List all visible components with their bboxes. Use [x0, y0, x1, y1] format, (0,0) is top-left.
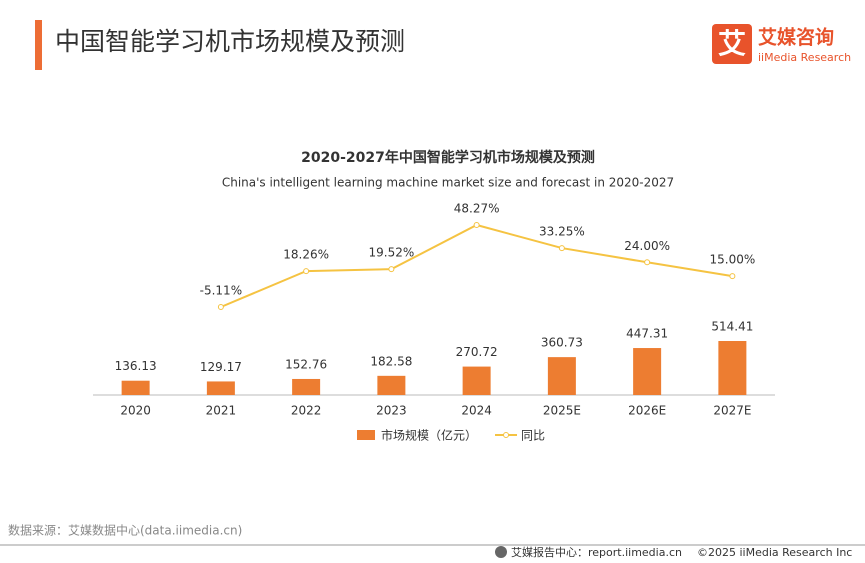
x-tick-label: 2020 — [120, 404, 151, 418]
bar — [633, 348, 662, 395]
footer-report: 艾媒报告中心：report.iimedia.cn — [511, 545, 682, 559]
line-label: 15.00% — [709, 253, 755, 267]
chart-title: 2020-2027年中国智能学习机市场规模及预测 — [301, 149, 595, 166]
logo-name: 艾媒咨询 — [758, 26, 834, 49]
line-point — [473, 222, 480, 228]
x-tick-label: 2023 — [376, 404, 407, 418]
x-tick-label: 2026E — [628, 404, 666, 418]
bar-label: 182.58 — [370, 354, 412, 368]
line-label: 24.00% — [624, 239, 670, 253]
bar-label: 129.17 — [200, 360, 242, 374]
line — [220, 223, 733, 308]
bar-label: 270.72 — [456, 345, 498, 359]
line-label: -5.11% — [200, 284, 242, 298]
bar-label: 360.73 — [541, 336, 583, 350]
bar-label: 152.76 — [285, 357, 327, 371]
line-point — [303, 268, 310, 275]
line-point — [388, 266, 395, 273]
bar — [121, 380, 150, 395]
line-label: 19.52% — [368, 246, 414, 260]
line-point — [729, 273, 736, 280]
logo-icon — [712, 24, 752, 64]
logo-icon-text: 艾 — [718, 27, 746, 60]
bar-label: 136.13 — [115, 359, 157, 373]
bar — [292, 378, 321, 395]
chart-subtitle: China's intelligent learning machine mar… — [222, 176, 674, 190]
source: 数据来源：艾媒数据中心(data.iimedia.cn) — [8, 523, 242, 538]
line-label: 33.25% — [539, 225, 585, 239]
x-tick-label: 2025E — [543, 404, 581, 418]
x-tick-label: 2021 — [206, 404, 237, 418]
x-tick-label: 2027E — [713, 404, 751, 418]
line-label: 48.27% — [454, 202, 500, 216]
bar-label: 514.41 — [711, 320, 753, 334]
bar — [377, 375, 406, 395]
legend-label: 同比 — [521, 429, 545, 443]
bar — [206, 381, 235, 395]
page-title: 中国智能学习机市场规模及预测 — [55, 27, 405, 56]
logo-sub: iiMedia Research — [758, 51, 851, 64]
bar-label: 447.31 — [626, 327, 668, 341]
x-tick-label: 2022 — [291, 404, 322, 418]
bar — [547, 357, 576, 395]
bar — [462, 366, 491, 395]
footer-copyright: ©2025 iiMedia Research Inc — [697, 546, 852, 559]
line-label: 18.26% — [283, 248, 329, 262]
footer-icon — [495, 546, 507, 558]
legend-swatch — [357, 430, 375, 440]
line-point — [217, 304, 224, 310]
legend-label: 市场规模（亿元） — [381, 428, 477, 443]
line-point — [644, 259, 651, 266]
title-accent — [35, 20, 42, 70]
bar — [718, 341, 747, 395]
line-point — [558, 245, 565, 252]
x-tick-label: 2024 — [461, 404, 492, 418]
legend-swatch — [503, 432, 510, 438]
